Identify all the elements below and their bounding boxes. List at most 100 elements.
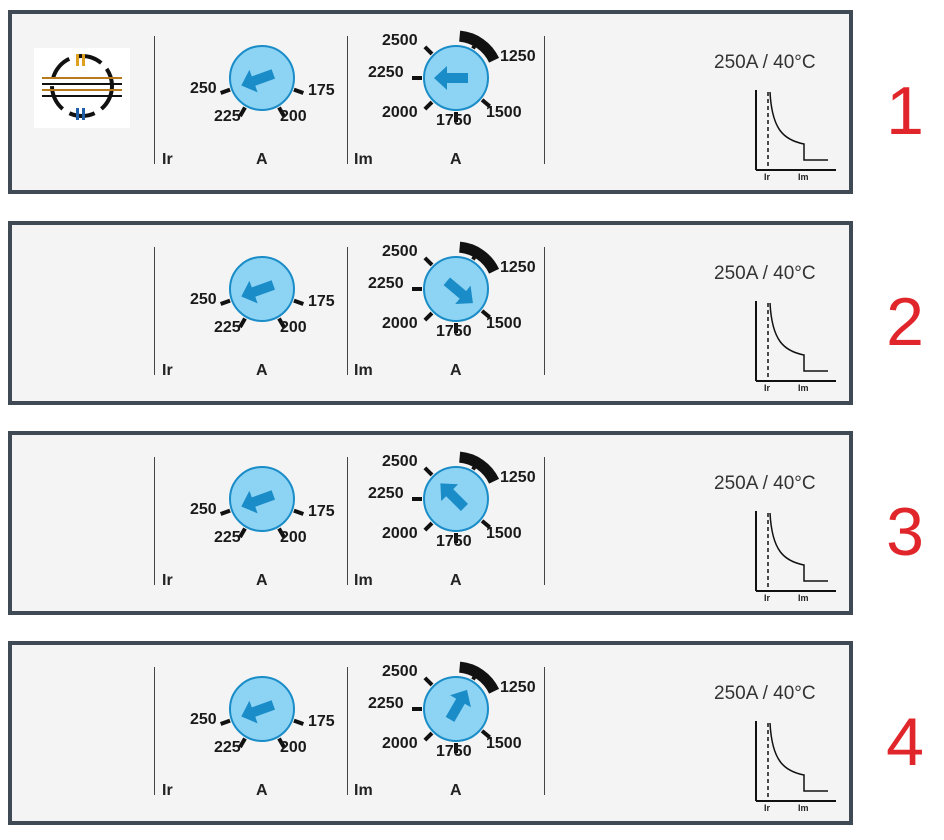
curve-im-label: Im	[798, 383, 809, 393]
setting-panel-4: 175 200 225 250 1250 1500 1750 2000 2250 2500 Ir A I…	[8, 641, 853, 825]
dial-tick	[277, 527, 286, 539]
im-tick-label: 2250	[368, 275, 404, 292]
dial-tick	[219, 718, 231, 726]
limit-arc	[458, 451, 500, 484]
dial-tick	[471, 249, 480, 261]
im-tick-label: 1500	[486, 735, 522, 752]
im-dial-svg	[412, 30, 500, 122]
dial-tick	[423, 100, 434, 111]
dial-pointer-arrow	[445, 689, 471, 722]
dial-tick	[480, 729, 491, 739]
setting-number: 4	[886, 704, 924, 780]
im-tick-label: 2000	[382, 104, 418, 121]
curve-ir-label: Ir	[764, 172, 771, 182]
dial-tick	[219, 508, 231, 516]
divider	[544, 457, 545, 585]
im-tick-label: 1500	[486, 104, 522, 121]
ir-tick-label: 200	[280, 319, 307, 336]
curve-ir-label: Ir	[764, 593, 771, 603]
im-tick-label: 2500	[382, 243, 418, 260]
divider	[347, 36, 348, 164]
ir-tick-label: 175	[308, 503, 335, 520]
im-tick-label: 1250	[500, 679, 536, 696]
trip-curve-graph	[755, 90, 836, 171]
logo-bar	[76, 108, 79, 120]
divider	[154, 457, 155, 585]
im-tick-label: 2000	[382, 315, 418, 332]
ir-tick-label: 225	[214, 739, 241, 756]
ir-tick-label: 175	[308, 82, 335, 99]
dial-tick	[423, 256, 434, 267]
im-tick-label: 1750	[436, 743, 472, 760]
im-symbol: Im	[354, 782, 373, 799]
im-unit: A	[450, 362, 462, 379]
rating-label: 250A / 40°C	[714, 263, 816, 284]
setting-number: 1	[886, 73, 924, 149]
im-tick-label: 1750	[436, 112, 472, 129]
dial-tick	[480, 309, 491, 319]
trip-curve-line	[769, 512, 828, 582]
divider	[544, 36, 545, 164]
dial-pointer-arrow	[443, 277, 473, 304]
dial-tick	[480, 519, 491, 529]
divider	[347, 667, 348, 795]
divider	[347, 457, 348, 585]
rating-label: 250A / 40°C	[714, 683, 816, 704]
curve-im-label: Im	[798, 803, 809, 813]
trip-curve-graph	[755, 721, 836, 802]
im-unit: A	[450, 572, 462, 589]
dial-tick	[423, 311, 434, 322]
curve-im-label: Im	[798, 172, 809, 182]
im-tick-label: 2500	[382, 453, 418, 470]
dial-tick	[293, 87, 305, 95]
trip-curve-line	[769, 722, 828, 792]
im-symbol: Im	[354, 572, 373, 589]
im-tick-label: 1250	[500, 259, 536, 276]
ir-unit: A	[256, 362, 268, 379]
im-dial-svg	[412, 451, 500, 543]
dial-tick	[238, 106, 247, 118]
im-tick-label: 2500	[382, 663, 418, 680]
divider	[544, 247, 545, 375]
logo-graphic	[42, 54, 122, 120]
im-tick-label: 2250	[368, 695, 404, 712]
logo-bar	[82, 108, 85, 120]
trip-curve-line	[769, 91, 828, 161]
logo-bar	[76, 54, 79, 66]
rating-label: 250A / 40°C	[714, 52, 816, 73]
dial-tick	[238, 527, 247, 539]
dial-tick	[423, 731, 434, 742]
logo	[34, 48, 130, 128]
setting-number: 3	[886, 494, 924, 570]
ir-dial-svg	[219, 256, 305, 329]
im-tick-label: 1500	[486, 315, 522, 332]
dial-tick	[277, 106, 286, 118]
ir-tick-label: 225	[214, 529, 241, 546]
dial-tick	[277, 317, 286, 329]
setting-panel-2: 175 200 225 250 1250 1500 1750 2000 2250 2500 Ir A I…	[8, 221, 853, 405]
trip-curve-line	[769, 302, 828, 372]
limit-arc	[458, 241, 500, 274]
ir-unit: A	[256, 782, 268, 799]
ir-tick-label: 175	[308, 293, 335, 310]
ir-symbol: Ir	[162, 151, 173, 168]
ir-unit: A	[256, 572, 268, 589]
dial-tick	[471, 459, 480, 471]
im-tick-label: 2250	[368, 485, 404, 502]
dial-tick	[293, 508, 305, 516]
ir-dial-svg	[219, 45, 305, 118]
dial-tick	[471, 38, 480, 50]
ir-tick-label: 225	[214, 108, 241, 125]
ir-tick-label: 200	[280, 739, 307, 756]
dial-tick	[238, 737, 247, 749]
im-symbol: Im	[354, 151, 373, 168]
ir-dial-svg	[219, 466, 305, 539]
im-dial-svg	[412, 661, 500, 753]
dial-tick	[423, 521, 434, 532]
dial-tick	[293, 298, 305, 306]
logo-bar	[82, 54, 85, 66]
dial-tick	[423, 45, 434, 56]
divider	[544, 667, 545, 795]
im-unit: A	[450, 782, 462, 799]
ir-tick-label: 200	[280, 529, 307, 546]
